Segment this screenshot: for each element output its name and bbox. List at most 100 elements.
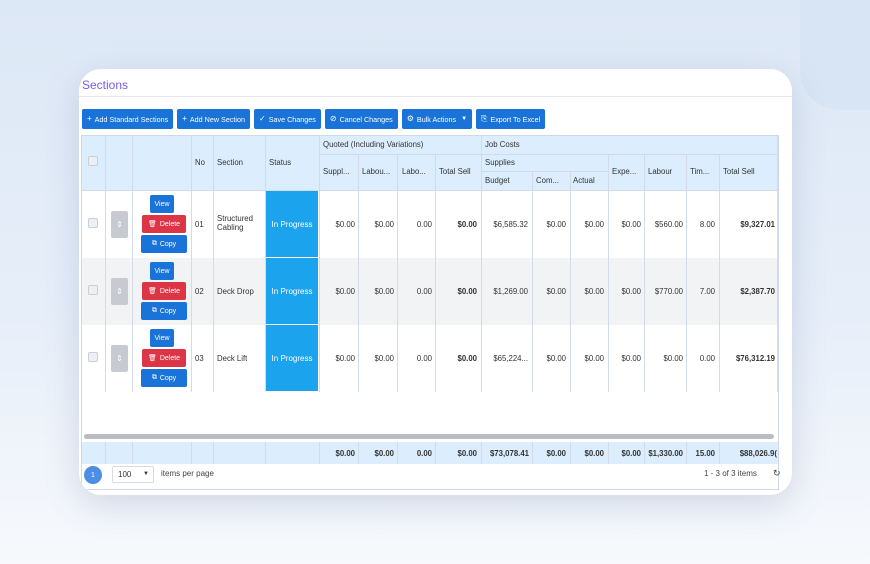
drag-handle-icon[interactable]: ⇕ xyxy=(111,211,128,238)
header-supplies-budget[interactable]: Budget xyxy=(485,176,510,185)
header-no[interactable]: No xyxy=(195,158,205,167)
view-button[interactable]: View xyxy=(150,195,174,213)
page-size-select[interactable]: 100 ▼ xyxy=(112,466,154,483)
column-line xyxy=(686,154,687,392)
row-quoted-supplies: $0.00 xyxy=(335,220,355,229)
column-line xyxy=(358,154,359,392)
row-time: 7.00 xyxy=(699,287,715,296)
status-badge[interactable]: In Progress xyxy=(266,191,318,257)
copy-icon: ⧉ xyxy=(151,307,157,314)
refresh-icon[interactable]: ↻ xyxy=(773,468,781,478)
row-time: 0.00 xyxy=(699,354,715,363)
total-time: 15.00 xyxy=(695,449,715,458)
grid-header xyxy=(82,136,778,190)
status-badge[interactable]: In Progress xyxy=(266,258,318,324)
row-quoted-labour: $0.00 xyxy=(374,354,394,363)
header-quoted-labour[interactable]: Labou... xyxy=(362,167,391,176)
row-section[interactable]: Deck Drop xyxy=(217,287,254,296)
header-supplies-actual[interactable]: Actual xyxy=(573,176,595,185)
column-line xyxy=(644,442,645,464)
column-line xyxy=(570,442,571,464)
header-supplies-committed[interactable]: Com... xyxy=(536,176,559,185)
column-line xyxy=(358,442,359,464)
header-expenses[interactable]: Expe... xyxy=(612,167,637,176)
header-quoted-supplies[interactable]: Suppl... xyxy=(323,167,350,176)
row-section[interactable]: Structured Cabling xyxy=(217,214,253,232)
delete-button[interactable]: 🗑 Delete xyxy=(142,215,186,233)
row-quoted-labour-hours: 0.00 xyxy=(416,354,432,363)
row-committed: $0.00 xyxy=(546,220,566,229)
total-expenses: $0.00 xyxy=(621,449,641,458)
column-line xyxy=(435,154,436,392)
save-changes-button[interactable]: ✓ Save Changes xyxy=(254,109,321,129)
column-line xyxy=(191,136,192,392)
sections-panel: Sections + Add Standard Sections + Add New… xyxy=(79,69,792,495)
cancel-changes-button[interactable]: ⊘ Cancel Changes xyxy=(324,109,398,129)
header-quoted-group: Quoted (Including Variations) xyxy=(323,140,424,149)
drag-handle-icon[interactable]: ⇕ xyxy=(111,345,128,372)
trash-icon: 🗑 xyxy=(147,288,157,295)
view-button[interactable]: View xyxy=(150,262,174,280)
status-badge[interactable]: In Progress xyxy=(266,325,318,391)
column-line xyxy=(777,136,778,392)
caret-down-icon: ▼ xyxy=(461,116,468,122)
row-expenses: $0.00 xyxy=(621,287,641,296)
table-row: ⇕ View 🗑 Delete ⧉ Copy 03 Deck Lift In Pro… xyxy=(82,325,778,392)
column-line xyxy=(608,154,609,392)
row-labour: $0.00 xyxy=(663,354,683,363)
row-total-sell: $76,312.19 xyxy=(735,354,775,363)
header-section[interactable]: Section xyxy=(217,158,244,167)
row-checkbox[interactable] xyxy=(88,285,98,295)
delete-button[interactable]: 🗑 Delete xyxy=(142,349,186,367)
horizontal-scrollbar[interactable] xyxy=(84,434,774,439)
header-quoted-total-sell[interactable]: Total Sell xyxy=(439,167,471,176)
total-actual: $0.00 xyxy=(584,449,604,458)
row-actual: $0.00 xyxy=(584,287,604,296)
row-quoted-supplies: $0.00 xyxy=(335,354,355,363)
row-quoted-total: $0.00 xyxy=(457,220,477,229)
column-line xyxy=(481,136,482,392)
header-bottom-line xyxy=(82,190,778,191)
column-line xyxy=(319,136,320,392)
drag-handle-icon[interactable]: ⇕ xyxy=(111,278,128,305)
file-export-icon: ⎘ xyxy=(481,114,488,123)
row-section[interactable]: Deck Lift xyxy=(217,354,248,363)
sections-grid: No Section Status Quoted (Including Vari… xyxy=(81,135,779,490)
row-quoted-supplies: $0.00 xyxy=(335,287,355,296)
row-checkbox[interactable] xyxy=(88,218,98,228)
header-time[interactable]: Tim... xyxy=(690,167,710,176)
gear-icon: ⚙ xyxy=(406,114,414,123)
bulk-actions-button[interactable]: ⚙ Bulk Actions ▼ xyxy=(401,109,473,129)
column-line xyxy=(435,442,436,464)
column-line xyxy=(132,442,133,464)
trash-icon: 🗑 xyxy=(147,221,157,228)
header-job-costs-group: Job Costs xyxy=(485,140,520,149)
header-quoted-labour-hours[interactable]: Labo... xyxy=(402,167,426,176)
header-status[interactable]: Status xyxy=(269,158,292,167)
column-line xyxy=(644,154,645,392)
row-expenses: $0.00 xyxy=(621,354,641,363)
add-new-section-button[interactable]: + Add New Section xyxy=(177,109,251,129)
column-line xyxy=(532,442,533,464)
view-button[interactable]: View xyxy=(150,329,174,347)
header-labour[interactable]: Labour xyxy=(648,167,673,176)
row-actual: $0.00 xyxy=(584,354,604,363)
header-total-sell[interactable]: Total Sell xyxy=(723,167,755,176)
copy-button[interactable]: ⧉ Copy xyxy=(141,235,187,253)
select-all-checkbox[interactable] xyxy=(88,156,98,166)
page-button-1[interactable]: 1 xyxy=(84,466,102,484)
toolbar: + Add Standard Sections + Add New Section … xyxy=(82,109,546,129)
copy-button[interactable]: ⧉ Copy xyxy=(141,369,187,387)
delete-button[interactable]: 🗑 Delete xyxy=(142,282,186,300)
add-standard-sections-button[interactable]: + Add Standard Sections xyxy=(82,109,174,129)
row-no: 03 xyxy=(195,354,204,363)
export-to-excel-button[interactable]: ⎘ Export To Excel xyxy=(476,109,546,129)
copy-button[interactable]: ⧉ Copy xyxy=(141,302,187,320)
copy-icon: ⧉ xyxy=(151,240,157,247)
row-checkbox[interactable] xyxy=(88,352,98,362)
header-divider xyxy=(481,171,608,172)
items-range-label: 1 - 3 of 3 items xyxy=(704,469,757,478)
row-committed: $0.00 xyxy=(546,354,566,363)
row-expenses: $0.00 xyxy=(621,220,641,229)
column-line xyxy=(265,442,266,464)
